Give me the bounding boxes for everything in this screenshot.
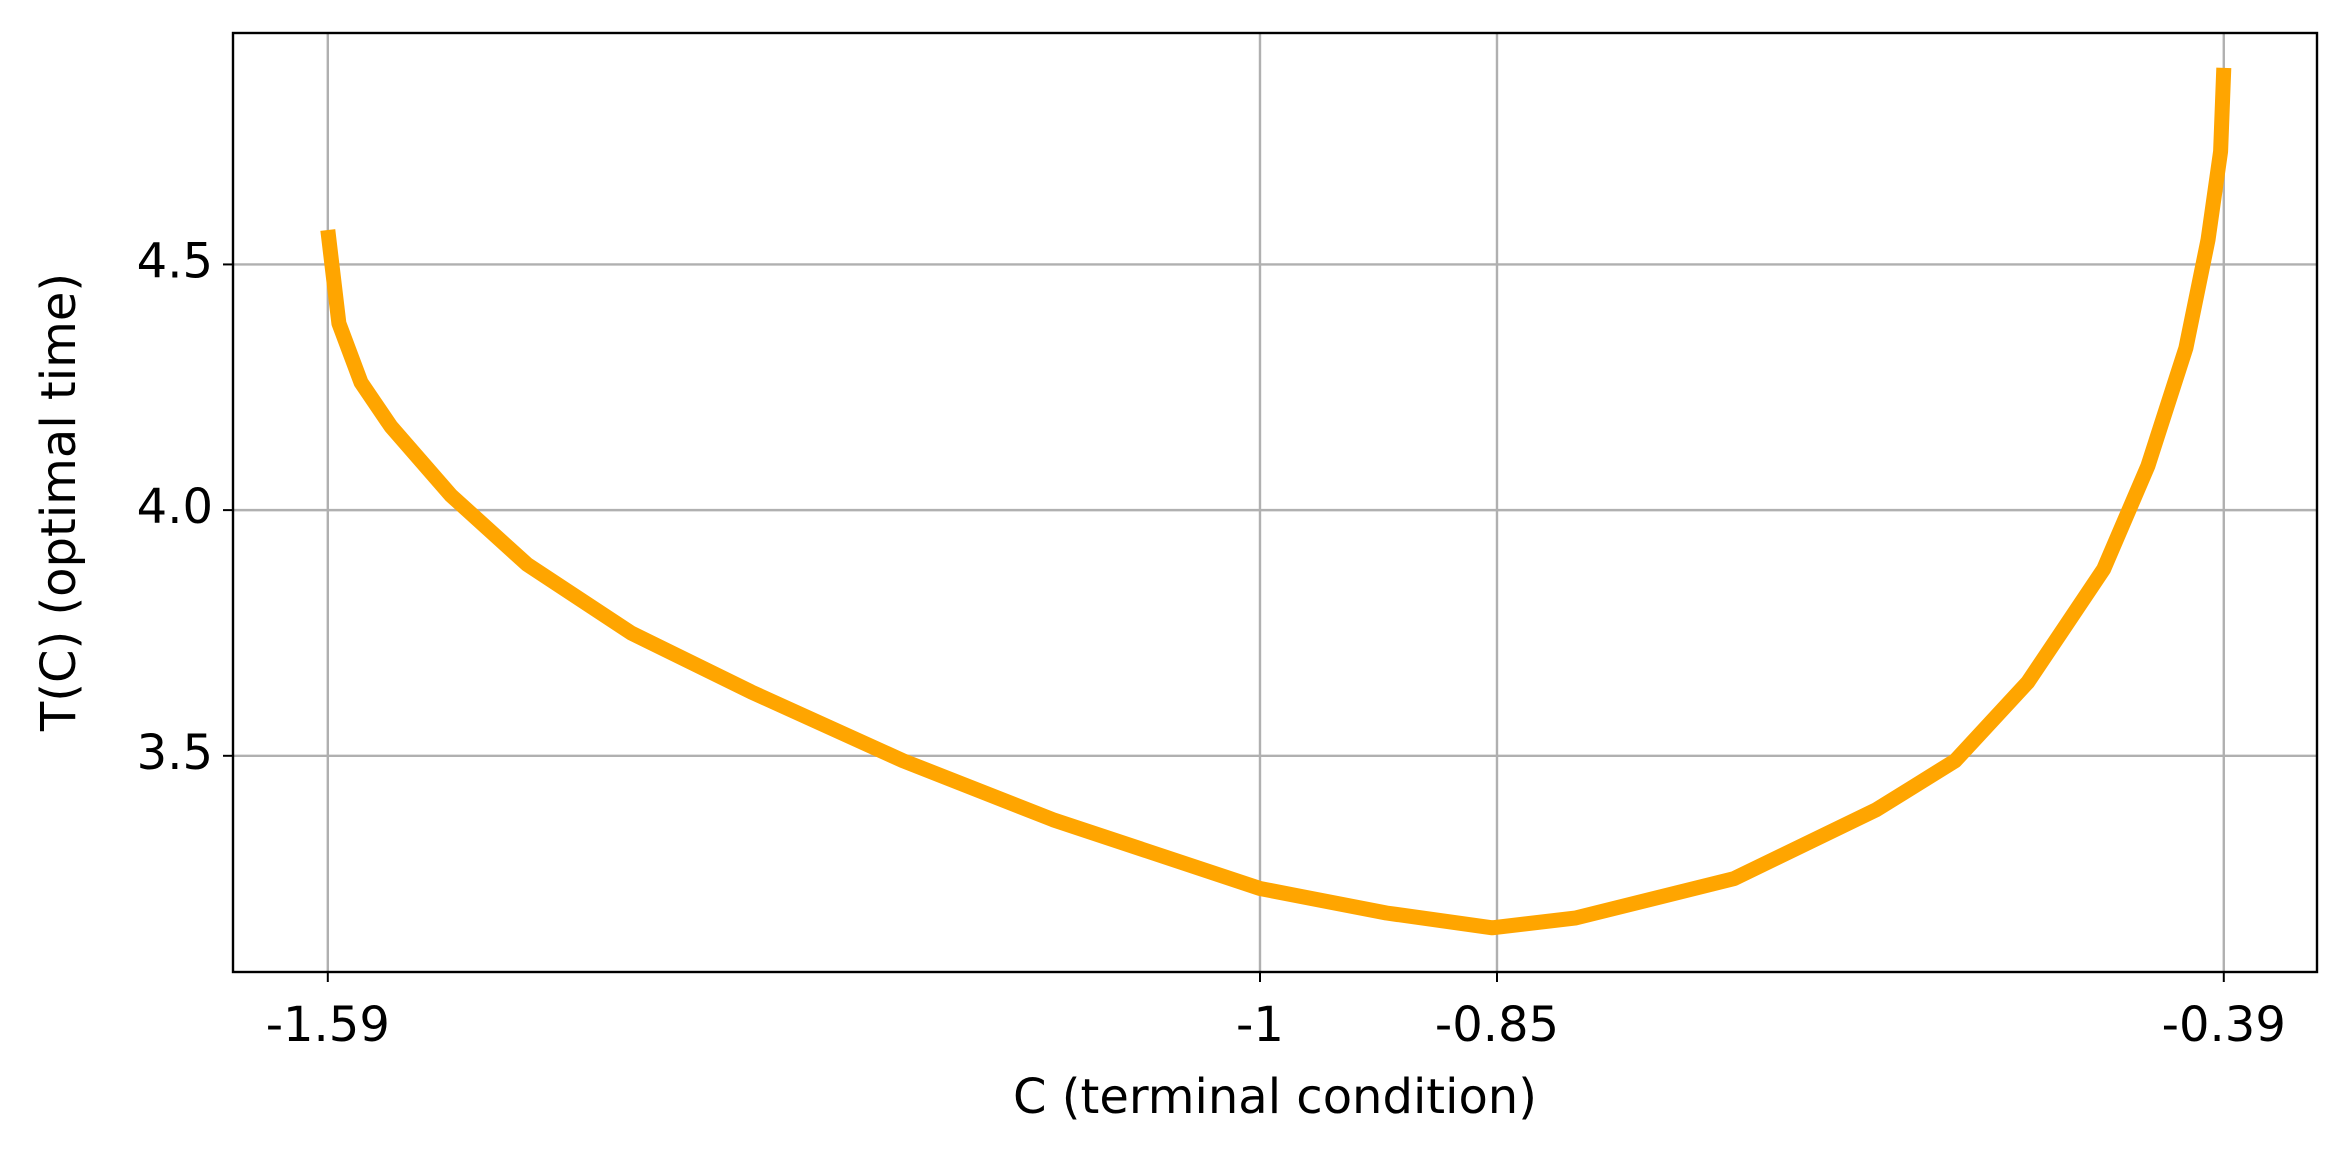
y-tick-label: 4.5 xyxy=(137,233,213,289)
y-tick-label: 3.5 xyxy=(137,725,213,781)
x-tick-label: -0.39 xyxy=(2162,997,2286,1053)
y-axis-label: T(C) (optimal time) xyxy=(31,273,87,732)
x-tick-label: -1.59 xyxy=(266,997,390,1053)
plot-frame xyxy=(231,31,2319,974)
x-tick-label: -1 xyxy=(1236,997,1284,1053)
y-tick-label: 4.0 xyxy=(137,479,213,535)
line-series xyxy=(320,67,2232,936)
x-axis-label: C (terminal condition) xyxy=(1013,1069,1537,1125)
x-tick-label: -0.85 xyxy=(1435,997,1559,1053)
